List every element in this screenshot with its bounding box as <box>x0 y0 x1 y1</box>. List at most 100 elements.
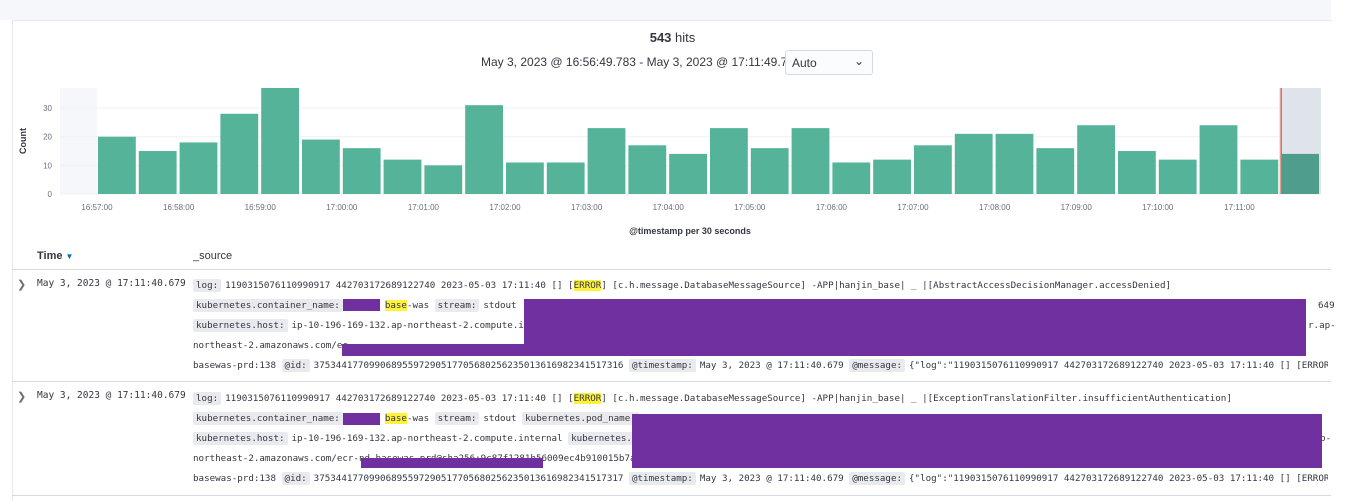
container-value-tail: -was <box>406 300 430 311</box>
field-key-stream: stream: <box>434 412 480 425</box>
histogram-bar <box>506 162 544 194</box>
log-line: log: 1190315076110990917 4427031726891227… <box>193 277 1171 295</box>
x-tick-label: 17:07:00 <box>897 203 929 212</box>
redaction <box>524 299 1306 356</box>
log-value-tail: ] [c.h.message.DatabaseMessageSource] -A… <box>601 280 1172 291</box>
time-range-label: May 3, 2023 @ 16:56:49.783 - May 3, 2023… <box>481 55 801 69</box>
row-time: May 3, 2023 @ 17:11:40.679 <box>37 278 186 289</box>
x-tick-label: 17:03:00 <box>571 203 603 212</box>
x-tick-label: 17:00:00 <box>326 203 358 212</box>
host-tail: r.ap- <box>1308 320 1336 331</box>
field-key-log: log: <box>193 279 222 292</box>
host-value: ip-10-196-169-132.ap-northeast-2.compute… <box>291 433 563 444</box>
histogram-bar <box>1036 148 1075 194</box>
histogram-bar <box>873 159 911 194</box>
histogram-bar <box>1077 125 1115 194</box>
highlight-error: ERROR <box>573 393 602 404</box>
field-key-id: @id: <box>281 472 310 485</box>
id-value: 3753441770990689559729051770568025623501… <box>313 360 624 371</box>
id-line: basewas-prd:138 @id: 37534417709906895597… <box>193 470 1328 488</box>
histogram-bar <box>587 128 626 194</box>
table-row: ❯ May 3, 2023 @ 17:11:40.679 log: 1190315… <box>12 269 1336 382</box>
table-row: ❯ May 3, 2023 @ 17:11:40.679 log: 1190315… <box>12 381 1331 496</box>
expand-row-icon[interactable]: ❯ <box>17 391 27 403</box>
field-key-timestamp: @timestamp: <box>628 359 696 372</box>
log-line: log: 1190315076110990917 4427031726891227… <box>193 390 1232 408</box>
histogram-bar <box>220 113 259 194</box>
histogram-bar <box>138 151 177 194</box>
pod-value: basewas-prd:138 <box>193 360 276 371</box>
x-tick-label: 17:08:00 <box>979 203 1011 212</box>
id-value: 3753441770990689559729051770568025623501… <box>313 473 624 484</box>
time-column-header[interactable]: Time ▼ <box>37 250 73 262</box>
field-key-message: @message: <box>849 359 906 372</box>
id-line: basewas-prd:138 @id: 37534417709906895597… <box>193 357 1328 375</box>
hits-counter: 543 hits <box>0 30 1345 45</box>
histogram-bar <box>1240 159 1279 194</box>
x-axis-label: @timestamp per 30 seconds <box>629 226 751 236</box>
field-key-id: @id: <box>281 359 310 372</box>
x-tick-label: 17:06:00 <box>816 203 848 212</box>
host-line: kubernetes.host: ip-10-196-169-132.ap-nor… <box>193 317 529 335</box>
stream-value: stdout <box>483 413 517 424</box>
x-tick-label: 17:01:00 <box>408 203 440 212</box>
field-key-container: kubernetes.container_name: <box>193 412 343 425</box>
timestamp-value: May 3, 2023 @ 17:11:40.679 <box>699 360 844 371</box>
sort-down-icon[interactable]: ▼ <box>65 252 74 261</box>
y-tick-label: 30 <box>43 104 52 113</box>
histogram-bar <box>914 145 952 194</box>
field-key-log: log: <box>193 392 222 405</box>
y-tick-label: 10 <box>43 161 52 170</box>
histogram-bar <box>791 128 830 194</box>
x-tick-label: 16:59:00 <box>245 203 277 212</box>
histogram-bar <box>1281 153 1319 194</box>
highlight-base: base <box>384 413 407 424</box>
y-tick-label: 0 <box>48 190 53 199</box>
redaction <box>343 413 380 425</box>
histogram-bar <box>995 133 1034 194</box>
x-tick-label: 17:05:00 <box>734 203 766 212</box>
redaction <box>632 414 1322 468</box>
y-axis-label: Count <box>18 128 28 154</box>
container-value-tail: -was <box>406 413 430 424</box>
expand-row-icon[interactable]: ❯ <box>17 279 27 291</box>
y-tick-label: 20 <box>43 133 52 142</box>
field-key-pod-name: kubernetes.pod_name: <box>522 412 639 425</box>
redaction <box>343 299 380 311</box>
histogram-bar <box>710 128 748 194</box>
container-line: kubernetes.container_name: base-was strea… <box>193 297 517 315</box>
x-tick-label: 17:11:00 <box>1224 203 1255 212</box>
timestamp-value: May 3, 2023 @ 17:11:40.679 <box>699 473 844 484</box>
histogram-bar <box>750 148 789 194</box>
histogram-bar <box>98 136 136 194</box>
top-bar <box>0 0 1331 20</box>
host-line: kubernetes.host: ip-10-196-169-132.ap-nor… <box>193 430 639 448</box>
field-key-stream: stream: <box>434 299 480 312</box>
message-value: {"log":"1190315076110990917 442703172689… <box>909 473 1328 484</box>
stream-value: stdout <box>483 300 517 311</box>
histogram-bar <box>179 142 218 194</box>
chevron-down-icon: ⌄ <box>853 54 864 68</box>
redaction <box>361 458 543 468</box>
field-key-host: kubernetes.host: <box>193 432 288 445</box>
x-tick-label: 17:09:00 <box>1061 203 1093 212</box>
message-value: {"log":"1190315076110990917 442703172689… <box>909 360 1328 371</box>
pod-value: basewas-prd:138 <box>193 473 276 484</box>
histogram-bar <box>669 153 707 194</box>
field-key-timestamp: @timestamp: <box>628 472 696 485</box>
field-key-kubernetes: kubernetes. <box>568 432 635 445</box>
x-tick-label: 17:10:00 <box>1142 203 1174 212</box>
histogram-bar <box>302 139 340 194</box>
x-tick-label: 17:04:00 <box>653 203 685 212</box>
host-tail: p- <box>1320 433 1332 444</box>
histogram-bar <box>1118 151 1156 194</box>
interval-select[interactable]: Auto ⌄ <box>785 50 873 75</box>
histogram-bar <box>628 145 667 194</box>
log-value-tail: ] [c.h.message.DatabaseMessageSource] -A… <box>601 393 1232 404</box>
x-tick-label: 16:57:00 <box>81 203 113 212</box>
histogram-bar <box>342 148 381 194</box>
histogram-bar <box>832 162 871 194</box>
x-tick-label: 17:02:00 <box>489 203 521 212</box>
log-value: 1190315076110990917 442703172689122740 2… <box>225 280 574 291</box>
field-key-host: kubernetes.host: <box>193 319 288 332</box>
